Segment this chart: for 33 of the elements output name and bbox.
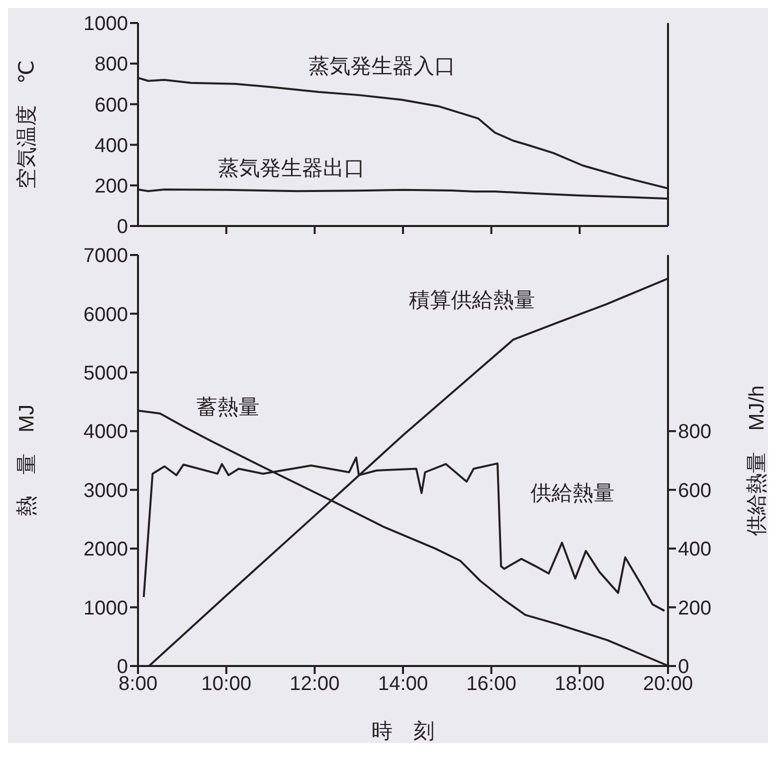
x-axis-title: 時 刻 [372,720,434,743]
y-tick-label: 800 [94,54,128,76]
series-label: 供給熱量 [528,479,617,508]
y2-tick-label: 600 [678,480,712,502]
y2-tick-label: 200 [678,597,712,620]
y-tick-label: 7000 [84,245,128,268]
y-tick-label: 600 [94,94,128,116]
x-tick-label: 16:00 [466,673,516,696]
y-axis-title: 空気温度 ℃ [15,60,38,189]
x-tick-label: 14:00 [378,673,428,696]
y-tick-label: 5000 [84,362,128,385]
x-tick-label: 20:00 [642,673,694,696]
y-axis-title: 熱 量 MJ [15,404,38,516]
y-tick-label: 3000 [84,480,128,502]
y-tick-label: 1000 [84,597,128,620]
x-tick-label: 12:00 [290,673,340,696]
series-label: 蒸気発生器入口 [306,52,458,80]
y2-tick-label: 400 [678,538,712,561]
series-label: 蒸気発生器出口 [216,154,368,182]
y-tick-label: 2000 [84,538,128,561]
series-label: 積算供給熱量 [406,286,537,314]
x-tick-label: 10:00 [201,673,252,696]
y-tick-label: 0 [116,216,128,238]
y-tick-label: 200 [94,176,128,198]
y-tick-label: 1000 [84,13,128,36]
x-tick-label: 18:00 [554,673,605,696]
y-tick-label: 4000 [84,421,128,444]
y-tick-label: 6000 [84,304,128,326]
y-tick-label: 400 [94,134,128,157]
y2-axis-title: 供給熱量 MJ/h [745,385,768,536]
series-label: 蓄熱量 [194,393,262,422]
y2-tick-label: 800 [678,421,712,444]
x-tick-label: 8:00 [118,673,158,696]
